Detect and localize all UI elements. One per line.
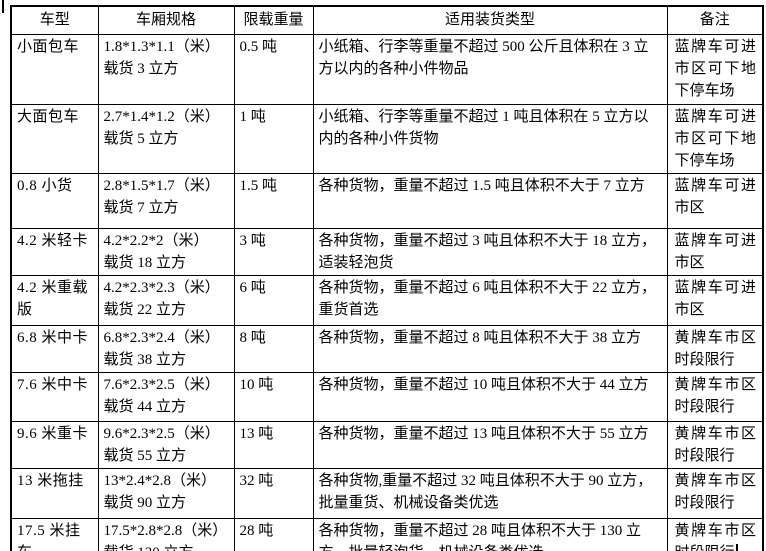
table-row: 大面包车 2.7*1.4*1.2（米） 载货 5 立方 1 吨 小纸箱、行李等重…	[10, 103, 764, 174]
cell-load-limit: 6 吨	[233, 274, 314, 326]
cell-cargo-type: 各种货物，重量不超过 13 吨且体积不大于 55 立方	[312, 420, 668, 469]
cell-note: 蓝牌车可进市区	[666, 172, 764, 229]
cell-box-spec: 2.7*1.4*1.2（米） 载货 5 立方	[97, 103, 235, 174]
cell-note: 黄牌车市区时段限行	[666, 467, 764, 519]
cell-cargo-type: 各种货物，重量不超过 10 吨且体积不大于 44 立方	[312, 371, 668, 422]
header-row: 车型 车厢规格 限载重量 适用装货类型 备注	[10, 5, 764, 35]
cell-box-spec: 6.8*2.3*2.4（米） 载货 38 立方	[97, 324, 235, 373]
cell-cargo-type: 小纸箱、行李等重量不超过 500 公斤且体积在 3 立方以内的各种小件物品	[312, 33, 668, 105]
cell-load-limit: 13 吨	[233, 420, 314, 469]
cell-vehicle-type: 大面包车	[10, 103, 99, 174]
cell-cargo-type: 各种货物，重量不超过 3 吨且体积不大于 18 立方，适装轻泡货	[312, 227, 668, 276]
cell-note: 蓝牌车可进市区可下地下停车场	[666, 103, 764, 174]
table-row: 4.2 米重载版 4.2*2.3*2.3（米） 载货 22 立方 6 吨 各种货…	[10, 274, 764, 326]
cell-box-spec: 17.5*2.8*2.8（米） 载货 130 立方	[97, 517, 235, 551]
cell-load-limit: 1 吨	[233, 103, 314, 174]
header-cell: 车厢规格	[97, 5, 235, 35]
table-row: 9.6 米重卡 9.6*2.3*2.5（米） 载货 55 立方 13 吨 各种货…	[10, 420, 764, 469]
cell-box-spec: 2.8*1.5*1.7（米） 载货 7 立方	[97, 172, 235, 229]
text-cursor	[735, 543, 738, 551]
cell-load-limit: 1.5 吨	[233, 172, 314, 229]
cell-box-spec: 9.6*2.3*2.5（米） 载货 55 立方	[97, 420, 235, 469]
table-row: 13 米拖挂 13*2.4*2.8（米） 载货 90 立方 32 吨 各种货物,…	[10, 467, 764, 519]
cell-vehicle-type: 4.2 米重载版	[10, 274, 99, 326]
cell-note: 黄牌车市区时段限行	[666, 324, 764, 373]
cell-cargo-type: 各种货物，重量不超过 8 吨且体积不大于 38 立方	[312, 324, 668, 373]
cell-vehicle-type: 6.8 米中卡	[10, 324, 99, 373]
cell-box-spec: 7.6*2.3*2.5（米） 载货 44 立方	[97, 371, 235, 422]
cell-note: 蓝牌车可进市区	[666, 227, 764, 276]
cell-note: 黄牌车市区时段限行	[666, 517, 764, 551]
cell-load-limit: 32 吨	[233, 467, 314, 519]
table-row: 7.6 米中卡 7.6*2.3*2.5（米） 载货 44 立方 10 吨 各种货…	[10, 371, 764, 422]
cell-box-spec: 1.8*1.3*1.1（米） 载货 3 立方	[97, 33, 235, 105]
header-cell: 备注	[666, 5, 764, 35]
cell-vehicle-type: 7.6 米中卡	[10, 371, 99, 422]
cell-load-limit: 10 吨	[233, 371, 314, 422]
cell-load-limit: 8 吨	[233, 324, 314, 373]
cell-note: 蓝牌车可进市区	[666, 274, 764, 326]
cell-box-spec: 4.2*2.3*2.3（米） 载货 22 立方	[97, 274, 235, 326]
table-row: 17.5 米挂车 17.5*2.8*2.8（米） 载货 130 立方 28 吨 …	[10, 517, 764, 551]
header-cell: 车型	[10, 5, 99, 35]
cell-vehicle-type: 9.6 米重卡	[10, 420, 99, 469]
table-row: 0.8 小货 2.8*1.5*1.7（米） 载货 7 立方 1.5 吨 各种货物…	[10, 172, 764, 229]
table-row: 小面包车 1.8*1.3*1.1（米） 载货 3 立方 0.5 吨 小纸箱、行李…	[10, 33, 764, 105]
cell-load-limit: 0.5 吨	[233, 33, 314, 105]
table-row: 4.2 米轻卡 4.2*2.2*2（米） 载货 18 立方 3 吨 各种货物，重…	[10, 227, 764, 276]
cell-cargo-type: 小纸箱、行李等重量不超过 1 吨且体积在 5 立方以内的各种小件货物	[312, 103, 668, 174]
cell-box-spec: 13*2.4*2.8（米） 载货 90 立方	[97, 467, 235, 519]
cursor-artifact	[2, 0, 4, 13]
cell-vehicle-type: 4.2 米轻卡	[10, 227, 99, 276]
cell-vehicle-type: 13 米拖挂	[10, 467, 99, 519]
cell-vehicle-type: 小面包车	[10, 33, 99, 105]
cell-vehicle-type: 0.8 小货	[10, 172, 99, 229]
cell-cargo-type: 各种货物,重量不超过 32 吨且体积不大于 90 立方，批量重货、机械设备类优选	[312, 467, 668, 519]
cell-vehicle-type: 17.5 米挂车	[10, 517, 99, 551]
vehicle-spec-table: 车型 车厢规格 限载重量 适用装货类型 备注 小面包车 1.8*1.3*1.1（米） 载…	[10, 5, 764, 551]
cell-cargo-type: 各种货物，重量不超过 1.5 吨且体积不大于 7 立方	[312, 172, 668, 229]
cell-note: 蓝牌车可进市区可下地下停车场	[666, 33, 764, 105]
cell-note: 黄牌车市区时段限行	[666, 371, 764, 422]
table-row: 6.8 米中卡 6.8*2.3*2.4（米） 载货 38 立方 8 吨 各种货物…	[10, 324, 764, 373]
cell-load-limit: 28 吨	[233, 517, 314, 551]
cell-note: 黄牌车市区时段限行	[666, 420, 764, 469]
cell-box-spec: 4.2*2.2*2（米） 载货 18 立方	[97, 227, 235, 276]
cell-cargo-type: 各种货物，重量不超过 6 吨且体积不大于 22 立方，重货首选	[312, 274, 668, 326]
header-cell: 限载重量	[233, 5, 314, 35]
cell-load-limit: 3 吨	[233, 227, 314, 276]
cell-cargo-type: 各种货物，重量不超过 28 吨且体积不大于 130 立方，批量轻泡货、机械设备类…	[312, 517, 668, 551]
header-cell: 适用装货类型	[312, 5, 668, 35]
